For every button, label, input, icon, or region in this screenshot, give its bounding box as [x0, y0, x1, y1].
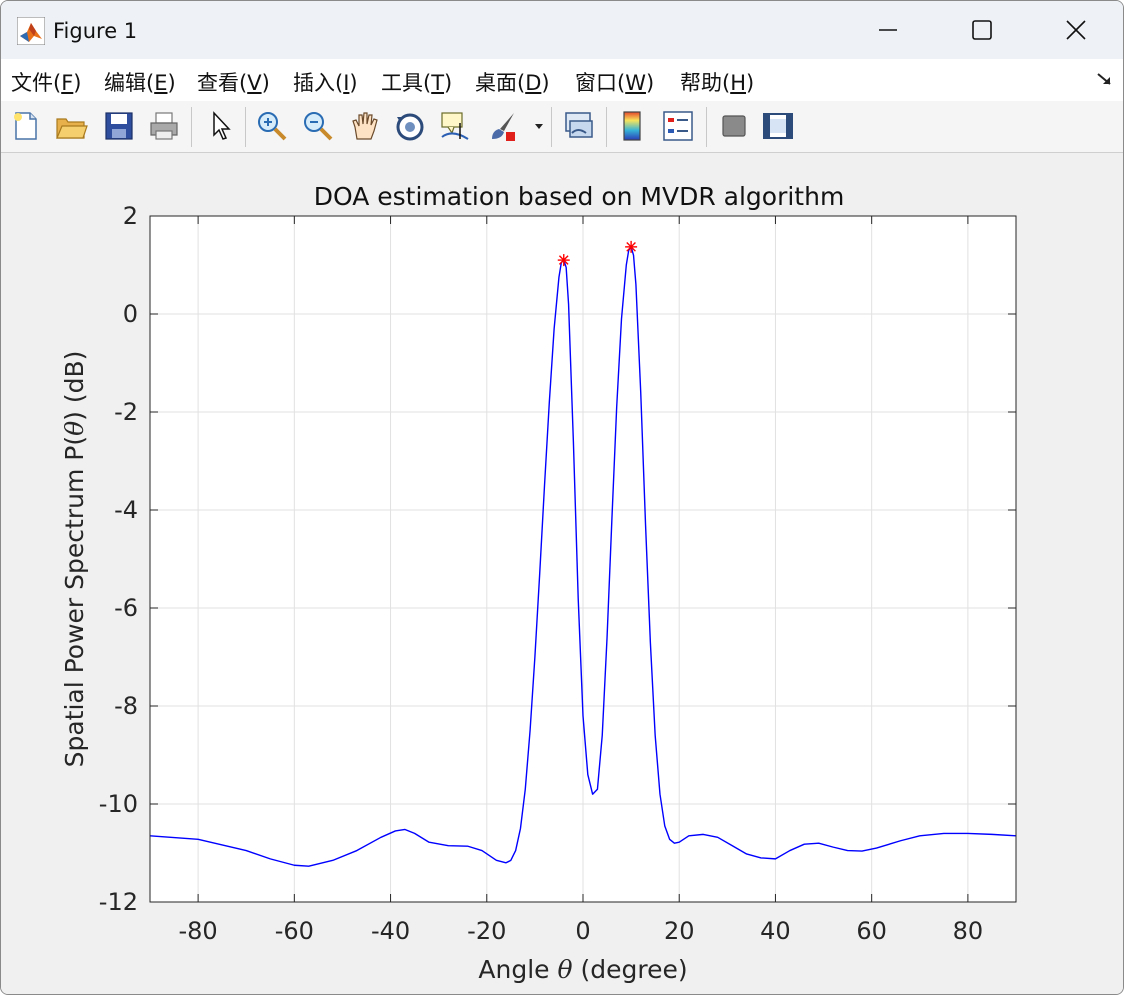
x-axis-label: Angle θ (degree): [478, 955, 687, 984]
spectrum-line[interactable]: [149, 246, 1017, 867]
legend-icon[interactable]: [661, 109, 695, 143]
menu-edit[interactable]: 编辑(E): [104, 71, 176, 95]
chart-title: DOA estimation based on MVDR algorithm: [314, 182, 845, 211]
close-icon: [1066, 20, 1086, 40]
hide-plot-tools-icon[interactable]: [717, 109, 751, 143]
minimize-button[interactable]: [841, 1, 935, 59]
menu-view[interactable]: 查看(V): [197, 71, 270, 95]
x-tick-label: 40: [760, 917, 791, 945]
rotate-3d-icon[interactable]: [393, 109, 427, 143]
menu-tools[interactable]: 工具(T): [381, 71, 453, 95]
save-icon[interactable]: [102, 109, 136, 143]
show-plot-tools-icon[interactable]: [761, 109, 795, 143]
toolbar-separator: [551, 107, 552, 147]
y-tick-label: 0: [123, 300, 138, 328]
y-tick-labels: 2 0 -2 -4 -6 -8 -10 -12: [99, 202, 1016, 916]
x-tick-label: -40: [371, 917, 410, 945]
dock-figure-icon[interactable]: [1095, 69, 1115, 89]
maximize-icon: [972, 20, 992, 40]
minimize-icon: [879, 29, 897, 31]
mvdr-spectrum-chart[interactable]: -80 -60 -40 -20 0 20 40 60 80 20-2-4-6-8-10-12 D…: [1, 153, 1123, 994]
x-grid: [197, 216, 969, 902]
menu-window[interactable]: 窗口(W): [575, 71, 655, 95]
x-tick-label: 60: [856, 917, 887, 945]
x-tick-label: 0: [575, 917, 590, 945]
x-tick-labels: -80 -60 -40 -20 0 20 40 60 80: [179, 216, 984, 945]
y-tick-label: -8: [114, 692, 138, 720]
x-tick-label: 80: [953, 917, 984, 945]
plot-lines: [149, 246, 1017, 867]
print-icon[interactable]: [147, 109, 181, 143]
brush-icon[interactable]: [486, 109, 520, 143]
toolbar-separator: [606, 107, 607, 147]
menu-help[interactable]: 帮助(H): [680, 71, 755, 95]
pan-icon[interactable]: [348, 109, 382, 143]
menu-desktop[interactable]: 桌面(D): [475, 71, 550, 95]
colorbar-icon[interactable]: [616, 109, 650, 143]
zoom-out-icon[interactable]: [301, 109, 335, 143]
menu-insert[interactable]: 插入(I): [293, 71, 358, 95]
data-cursor-icon[interactable]: [438, 109, 472, 143]
y-tick-label: 2: [123, 202, 138, 230]
edit-plot-icon[interactable]: [204, 109, 238, 143]
y-tick-label: -10: [99, 790, 138, 818]
window-title: Figure 1: [53, 19, 138, 43]
peak-markers: [557, 240, 638, 267]
close-button[interactable]: [1029, 1, 1123, 59]
y-tick-label: -12: [99, 888, 138, 916]
y-tick-label: -2: [114, 398, 138, 426]
open-file-icon[interactable]: [54, 109, 88, 143]
new-figure-icon[interactable]: [9, 109, 43, 143]
figure-toolbar: [1, 101, 1123, 153]
x-tick-label: -20: [467, 917, 506, 945]
x-tick-label: 20: [664, 917, 695, 945]
title-bar[interactable]: Figure 1: [1, 1, 1123, 59]
y-tick-label: -6: [114, 594, 138, 622]
menu-file[interactable]: 文件(F): [11, 71, 82, 95]
zoom-in-icon[interactable]: [255, 109, 289, 143]
y-axis-label: Spatial Power Spectrum P(θ) (dB): [60, 351, 89, 768]
maximize-button[interactable]: [935, 1, 1029, 59]
menu-bar: 文件(F) 编辑(E) 查看(V) 插入(I) 工具(T) 桌面(D) 窗口(W…: [1, 59, 1123, 102]
matlab-logo-icon: [17, 17, 45, 45]
x-tick-label: -60: [275, 917, 314, 945]
peak-marker[interactable]: [625, 240, 638, 253]
figure-canvas-area: -80 -60 -40 -20 0 20 40 60 80 2 0 -2 -4 -6 -8 -10 -12 D…: [1, 153, 1123, 994]
link-plot-icon[interactable]: [562, 109, 596, 143]
brush-dropdown-icon[interactable]: [533, 121, 545, 131]
toolbar-separator: [191, 107, 192, 147]
toolbar-separator: [706, 107, 707, 147]
peak-marker[interactable]: [557, 254, 570, 267]
y-tick-label: -4: [114, 496, 138, 524]
x-tick-label: -80: [179, 917, 218, 945]
toolbar-separator: [245, 107, 246, 147]
